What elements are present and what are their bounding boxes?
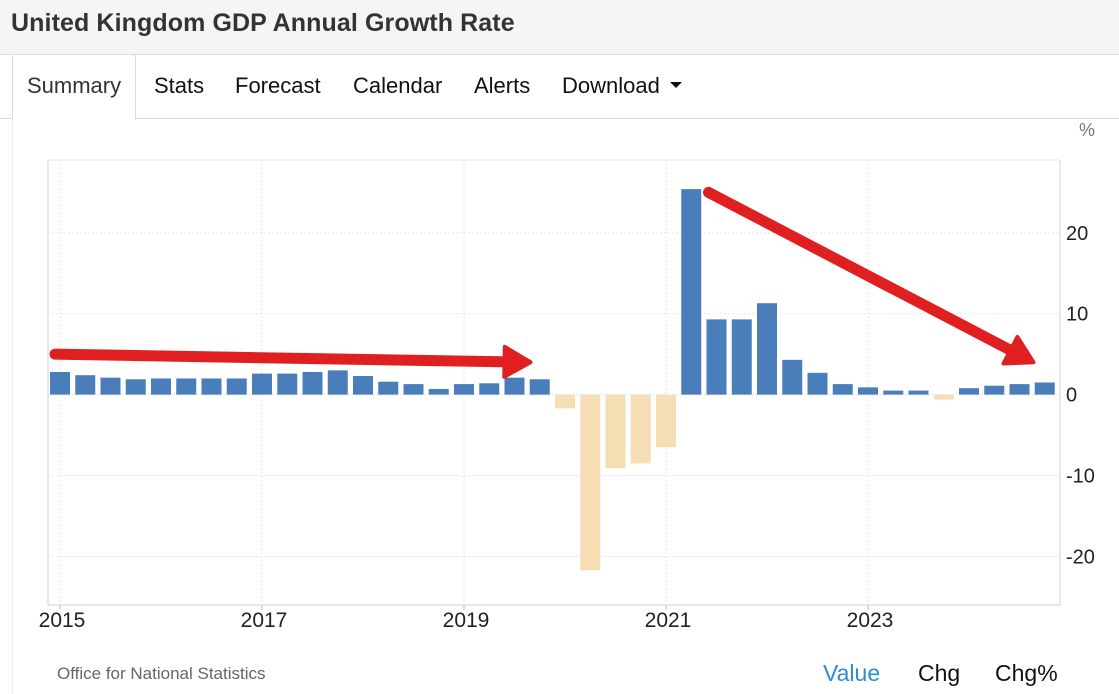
tab-summary-label: Summary xyxy=(27,73,122,98)
bar-2015-Q4 xyxy=(125,379,146,395)
bar-2018-Q1 xyxy=(353,376,373,395)
tab-forecast-label: Forecast xyxy=(235,73,321,98)
tab-summary[interactable]: Summary xyxy=(12,55,137,120)
bar-2016-Q1 xyxy=(151,378,171,395)
bar-2015-Q1 xyxy=(50,371,70,395)
bar-2019-Q1 xyxy=(454,384,474,395)
annotation-arrow-line xyxy=(49,348,519,368)
bar-2024-Q3 xyxy=(1009,384,1030,395)
bar-layer xyxy=(50,189,1055,571)
bar-2024-Q1 xyxy=(959,388,979,395)
bar-2020-Q3 xyxy=(605,394,626,469)
y-tick-label: -10 xyxy=(1066,466,1095,488)
bar-2016-Q3 xyxy=(201,378,222,395)
bar-2022-Q3 xyxy=(807,372,828,395)
x-tick-label: 2023 xyxy=(847,609,894,632)
bar-2020-Q4 xyxy=(630,394,651,464)
tab-download[interactable]: Download xyxy=(562,55,682,119)
source-label: Office for National Statistics xyxy=(57,664,266,683)
x-tick-label: 2015 xyxy=(39,609,86,632)
x-tick-label: 2017 xyxy=(241,609,288,632)
bar-2024-Q2 xyxy=(984,385,1005,395)
tab-stats[interactable]: Stats xyxy=(154,55,204,119)
bar-2018-Q4 xyxy=(428,388,449,395)
tab-bar: Summary Stats Forecast Calendar Alerts D… xyxy=(0,55,1119,120)
x-tick-label: 2019 xyxy=(443,609,490,632)
bar-2016-Q2 xyxy=(176,378,197,395)
bar-2023-Q4 xyxy=(933,394,954,400)
bar-2021-Q4 xyxy=(731,319,752,395)
bar-2022-Q4 xyxy=(832,384,853,395)
title-bar: United Kingdom GDP Annual Growth Rate xyxy=(0,0,1119,55)
view-chg-button[interactable]: Chg xyxy=(918,660,961,686)
annotation-arrow-line xyxy=(703,186,1024,360)
bar-2018-Q3 xyxy=(403,384,424,395)
tab-download-label: Download xyxy=(562,73,660,98)
tab-calendar-label: Calendar xyxy=(353,73,443,98)
bar-2022-Q2 xyxy=(782,359,803,395)
annotation-layer xyxy=(49,186,1036,379)
bar-2015-Q2 xyxy=(75,375,96,395)
bar-2018-Q2 xyxy=(378,381,399,395)
bar-2021-Q2 xyxy=(681,189,702,395)
bar-2017-Q1 xyxy=(252,373,272,395)
y-unit-label: % xyxy=(1079,120,1095,140)
bar-2024-Q4 xyxy=(1034,382,1055,395)
bar-2015-Q3 xyxy=(100,377,121,395)
view-chgpct-button[interactable]: Chg% xyxy=(995,660,1058,686)
y-tick-label: -20 xyxy=(1066,546,1095,568)
grid-layer xyxy=(47,159,1061,606)
bar-2019-Q2 xyxy=(479,383,500,395)
annotation-arrow-head xyxy=(502,344,533,379)
bar-2023-Q3 xyxy=(908,390,929,395)
y-tick-label: 0 xyxy=(1066,385,1077,407)
bar-2017-Q2 xyxy=(277,373,298,395)
bar-2017-Q3 xyxy=(302,371,323,395)
page-title: United Kingdom GDP Annual Growth Rate xyxy=(11,9,515,37)
bar-2020-Q2 xyxy=(580,394,601,571)
y-tick-label: 10 xyxy=(1066,304,1088,326)
tab-alerts[interactable]: Alerts xyxy=(474,55,530,119)
bar-2023-Q2 xyxy=(883,390,904,395)
tab-calendar[interactable]: Calendar xyxy=(353,55,442,119)
axis-layer: 20 10 0 -10 -20% 2015 2017 2019 2021 2023 xyxy=(39,120,1095,632)
bar-2023-Q1 xyxy=(858,387,878,395)
x-tick-label: 2021 xyxy=(645,609,692,632)
tab-stats-label: Stats xyxy=(154,73,205,98)
bar-2021-Q3 xyxy=(706,319,727,395)
view-value-button[interactable]: Value xyxy=(823,660,881,686)
content-border xyxy=(12,119,13,694)
bar-2019-Q4 xyxy=(529,379,550,395)
bar-2021-Q1 xyxy=(656,394,676,448)
annotation-arrow-head xyxy=(1001,334,1036,366)
chevron-down-icon xyxy=(669,82,682,89)
y-tick-label: 20 xyxy=(1066,223,1088,245)
tab-forecast[interactable]: Forecast xyxy=(235,55,321,119)
bar-2022-Q1 xyxy=(757,303,777,395)
bar-2020-Q1 xyxy=(555,394,575,409)
bar-2017-Q4 xyxy=(327,370,348,395)
bar-2019-Q3 xyxy=(504,377,525,395)
bar-2016-Q4 xyxy=(226,378,247,395)
tab-alerts-label: Alerts xyxy=(474,73,531,98)
